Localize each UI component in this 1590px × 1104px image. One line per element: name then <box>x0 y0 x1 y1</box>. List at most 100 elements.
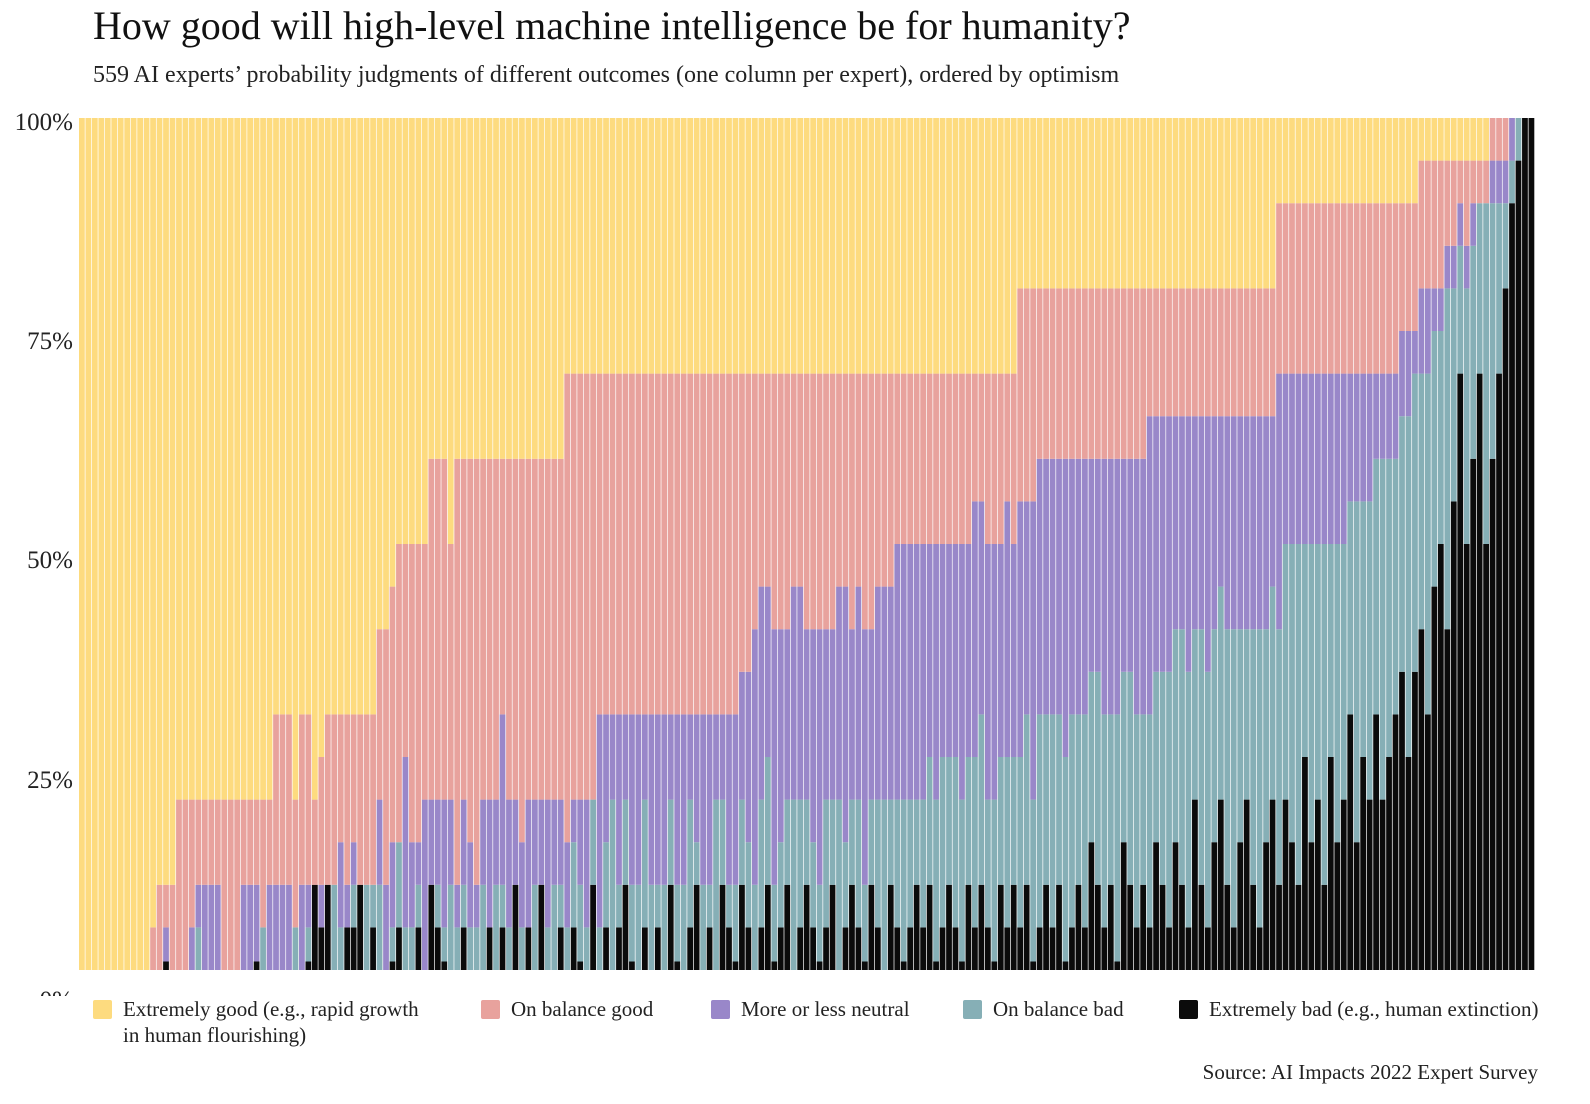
expert-column <box>687 118 694 970</box>
expert-column <box>1101 118 1108 970</box>
segment-on-balance-good <box>616 373 622 715</box>
y-tick-label: 25% <box>27 767 73 794</box>
segment-on-balance-good <box>648 373 655 715</box>
segment-on-balance-good <box>318 757 325 885</box>
segment-neutral <box>816 629 823 885</box>
segment-extremely-good <box>1289 118 1295 204</box>
segment-neutral <box>849 629 855 800</box>
segment-neutral <box>1392 373 1399 459</box>
segment-neutral <box>693 714 700 843</box>
segment-on-balance-bad <box>1211 629 1218 843</box>
segment-extremely-bad <box>1431 586 1438 970</box>
expert-column <box>111 118 118 970</box>
segment-extremely-good <box>1179 118 1185 289</box>
segment-extremely-good <box>674 118 681 374</box>
segment-extremely-bad <box>978 884 985 970</box>
segment-extremely-good <box>1127 118 1134 289</box>
segment-on-balance-good <box>544 458 551 800</box>
expert-column <box>299 118 305 970</box>
segment-extremely-bad <box>641 927 648 970</box>
segment-extremely-bad <box>939 927 946 970</box>
segment-on-balance-good <box>667 373 674 715</box>
segment-on-balance-bad <box>1146 714 1153 928</box>
segment-neutral <box>713 714 719 800</box>
segment-on-balance-bad <box>1153 671 1159 843</box>
segment-extremely-bad <box>1366 799 1373 970</box>
segment-neutral <box>441 799 448 928</box>
segment-neutral <box>1146 416 1153 715</box>
segment-on-balance-good <box>596 373 603 715</box>
segment-on-balance-good <box>331 714 338 885</box>
segment-on-balance-good <box>1179 288 1185 417</box>
expert-column <box>1392 118 1399 970</box>
segment-extremely-good <box>803 118 810 374</box>
segment-on-balance-bad <box>1282 544 1289 800</box>
expert-column <box>499 118 506 970</box>
segment-extremely-bad <box>324 884 331 970</box>
expert-column <box>1179 118 1185 970</box>
segment-extremely-bad <box>570 927 577 970</box>
segment-on-balance-bad <box>441 927 448 962</box>
segment-extremely-bad <box>1437 544 1444 970</box>
segment-on-balance-good <box>1082 288 1088 459</box>
expert-column <box>1360 118 1367 970</box>
segment-neutral <box>551 799 558 885</box>
segment-on-balance-good <box>1243 288 1250 417</box>
y-tick-label: 50% <box>27 547 73 574</box>
segment-on-balance-good <box>1075 288 1082 459</box>
segment-extremely-good <box>486 118 493 459</box>
segment-extremely-bad <box>706 927 713 970</box>
segment-neutral <box>1172 416 1179 630</box>
segment-extremely-bad <box>726 927 732 970</box>
segment-neutral <box>1120 458 1127 672</box>
expert-column <box>234 118 241 970</box>
segment-extremely-bad <box>784 884 791 970</box>
segment-neutral <box>1088 458 1095 672</box>
segment-extremely-bad <box>1340 799 1347 970</box>
segment-extremely-good <box>221 118 228 800</box>
segment-on-balance-good <box>991 373 998 544</box>
expert-column <box>1295 118 1302 970</box>
segment-on-balance-good <box>816 373 823 630</box>
segment-extremely-good <box>201 118 208 800</box>
segment-neutral <box>991 544 998 800</box>
segment-on-balance-bad <box>577 884 584 962</box>
segment-neutral <box>1082 458 1088 715</box>
segment-on-balance-good <box>240 799 247 885</box>
segment-extremely-good <box>1353 118 1360 204</box>
segment-extremely-good <box>143 118 150 970</box>
segment-on-balance-good <box>803 373 810 630</box>
segment-neutral <box>952 544 959 757</box>
segment-neutral <box>473 884 480 928</box>
segment-extremely-good <box>467 118 474 459</box>
segment-on-balance-good <box>1476 160 1483 204</box>
segment-extremely-good <box>758 118 765 374</box>
expert-column <box>1528 118 1535 970</box>
segment-extremely-bad <box>1463 544 1470 970</box>
segment-on-balance-good <box>978 373 985 502</box>
segment-neutral <box>978 501 985 715</box>
expert-column <box>797 118 804 970</box>
expert-column <box>952 118 959 970</box>
segment-extremely-good <box>1004 118 1011 374</box>
segment-on-balance-good <box>590 373 596 800</box>
segment-on-balance-good <box>1056 288 1062 459</box>
segment-on-balance-bad <box>739 799 745 885</box>
segment-on-balance-good <box>984 373 991 544</box>
expert-column <box>240 118 247 970</box>
segment-on-balance-good <box>887 373 894 587</box>
segment-extremely-bad <box>719 884 726 970</box>
segment-on-balance-good <box>454 458 461 885</box>
segment-on-balance-good <box>1405 203 1412 331</box>
expert-column <box>616 118 622 970</box>
expert-column <box>324 118 331 970</box>
expert-column <box>1036 118 1043 970</box>
segment-neutral <box>745 671 752 843</box>
expert-column <box>894 118 901 970</box>
legend-label: Extremely good (e.g., rapid growth in hu… <box>123 997 419 1047</box>
segment-extremely-bad <box>1470 458 1477 970</box>
segment-extremely-good <box>1308 118 1315 204</box>
segment-extremely-bad <box>1114 961 1121 970</box>
segment-neutral <box>1263 416 1269 630</box>
segment-on-balance-bad <box>803 799 810 885</box>
